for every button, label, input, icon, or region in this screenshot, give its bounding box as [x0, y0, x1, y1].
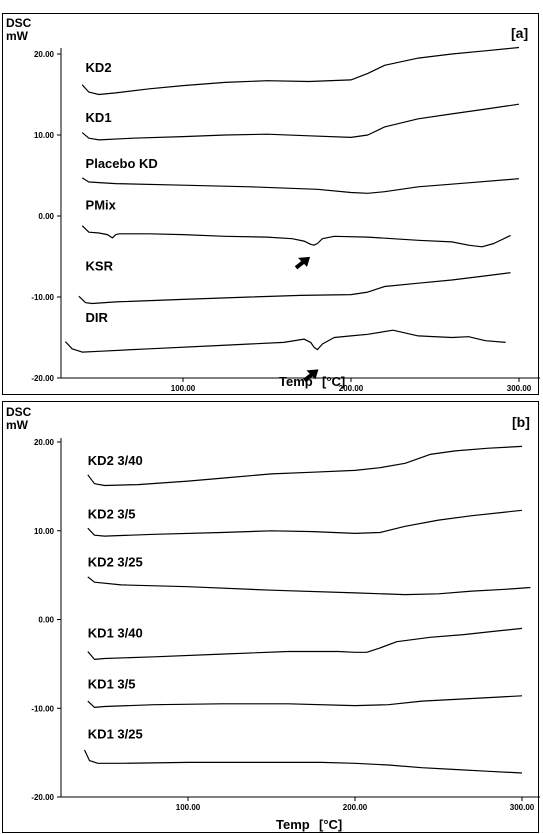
- panel-b-ylabel-unit: mW: [6, 418, 29, 432]
- series-line: [87, 576, 531, 596]
- panel-a: [2, 13, 539, 395]
- series-label: KD2 3/5: [88, 506, 136, 521]
- x-tick-label: 300.00: [510, 803, 535, 812]
- series-line: [64, 329, 506, 353]
- panel-b-ylabel-top: DSC: [6, 405, 32, 419]
- series-line: [81, 177, 520, 194]
- x-tick-label: 100.00: [176, 803, 201, 812]
- series-line: [87, 445, 523, 487]
- x-tick-label: 200.00: [339, 384, 364, 393]
- series-label: KD2: [86, 60, 112, 75]
- y-tick-label: 10.00: [34, 527, 55, 536]
- series-line: [87, 509, 523, 537]
- series-label: KSR: [86, 258, 114, 273]
- series-line: [81, 103, 520, 141]
- y-tick-label: 0.00: [38, 616, 54, 625]
- y-tick-label: 10.00: [34, 131, 55, 140]
- series-label: KD1 3/40: [88, 625, 143, 640]
- series-label: Placebo KD: [86, 156, 158, 171]
- series-line: [81, 225, 511, 248]
- panel-a-ylabel-top: DSC: [6, 16, 32, 30]
- y-tick-label: 20.00: [34, 50, 55, 59]
- y-tick-label: -10.00: [31, 293, 54, 302]
- panel-b-plot: 20.00 10.00 0.00 -10.00 -20.00 100.00 200.00 30…: [31, 438, 540, 812]
- x-tick-label: 100.00: [171, 384, 196, 393]
- series-label: KD1 3/25: [88, 726, 143, 741]
- panel-b-tag: [b]: [512, 414, 530, 430]
- panel-a-tag: [a]: [511, 25, 528, 41]
- y-tick-label: 20.00: [34, 438, 55, 447]
- y-tick-label: -20.00: [31, 793, 54, 802]
- series-line: [83, 749, 523, 774]
- annotation-arrow: [294, 256, 311, 270]
- series-line: [78, 272, 511, 305]
- arrow-head: [298, 256, 311, 267]
- series-label: PMix: [86, 198, 117, 213]
- series-line: [81, 46, 520, 96]
- y-tick-label: -10.00: [31, 704, 54, 713]
- series-label: KD2 3/25: [88, 554, 143, 569]
- series-line: [87, 627, 523, 660]
- panel-b-xlabel: Temp: [276, 817, 310, 832]
- plots: 20.00 10.00 0.00 -10.00 -20.00 100.00 200.00 30…: [31, 46, 540, 812]
- arrow-head: [306, 369, 319, 380]
- series-label: KD1: [86, 110, 112, 125]
- series-label: DIR: [86, 310, 109, 325]
- series-line: [87, 695, 523, 708]
- panel-a-ylabel-unit: mW: [6, 29, 29, 43]
- annotation-arrow: [303, 369, 319, 382]
- series-label: KD1 3/5: [88, 677, 136, 692]
- series-label: KD2 3/40: [88, 453, 143, 468]
- panel-a-plot: 20.00 10.00 0.00 -10.00 -20.00 100.00 200.00 30…: [31, 46, 540, 393]
- x-tick-label: 200.00: [343, 803, 368, 812]
- x-tick-label: 300.00: [507, 384, 532, 393]
- panel-b-xlabel-unit: [°C]: [319, 817, 342, 832]
- y-tick-label: -20.00: [31, 374, 54, 383]
- panel-b: [2, 401, 539, 833]
- y-tick-label: 0.00: [38, 212, 54, 221]
